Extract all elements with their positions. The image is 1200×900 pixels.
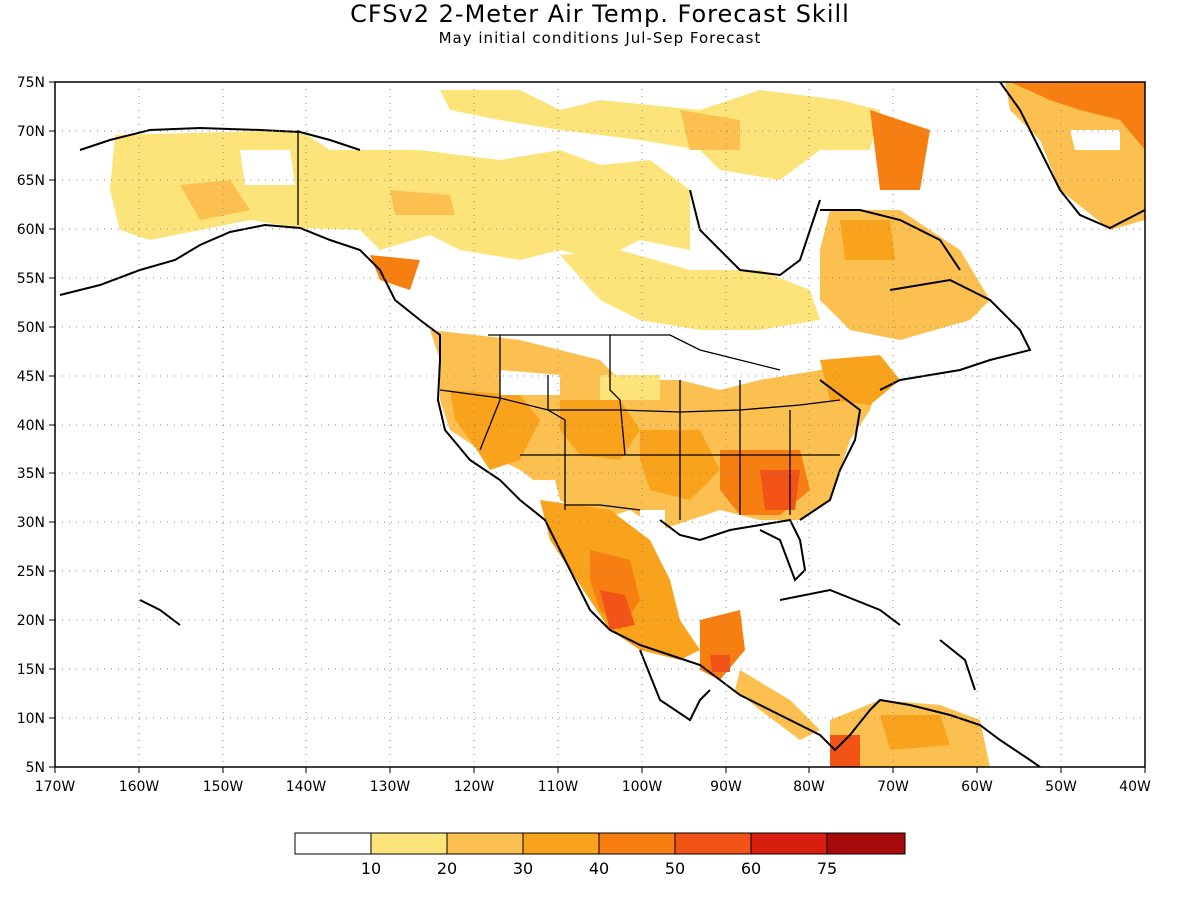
lat-label: 30N: [17, 515, 45, 531]
lon-label: 80W: [793, 779, 825, 795]
lon-ticks: [54, 767, 1146, 773]
lat-label: 75N: [17, 75, 45, 91]
legend-swatch: [522, 832, 600, 855]
legend-swatch: [674, 832, 752, 855]
lon-label: 120W: [454, 779, 495, 795]
legend-labels: 10 20 30 40 50 60 75: [361, 859, 837, 878]
color-legend: [294, 832, 906, 855]
lon-label: 160W: [119, 779, 160, 795]
lat-label: 60N: [17, 222, 45, 238]
legend-label: 60: [741, 859, 761, 878]
legend-label: 40: [589, 859, 609, 878]
legend-swatch: [446, 832, 524, 855]
legend-swatch: [598, 832, 676, 855]
map-subtitle: May initial conditions Jul-Sep Forecast: [438, 29, 762, 47]
legend-swatch: [294, 832, 372, 855]
legend-label: 10: [361, 859, 381, 878]
lon-label: 110W: [538, 779, 579, 795]
legend-label: 20: [437, 859, 457, 878]
lon-label: 40W: [1119, 779, 1151, 795]
legend-swatch: [750, 832, 828, 855]
lon-labels: 170W 160W 150W 140W 130W 120W 110W 100W …: [35, 779, 1151, 795]
lat-label: 25N: [17, 564, 45, 580]
lat-label: 65N: [17, 173, 45, 189]
lat-label: 20N: [17, 613, 45, 629]
lon-label: 70W: [877, 779, 909, 795]
lat-label: 40N: [17, 418, 45, 434]
lat-label: 15N: [17, 662, 45, 678]
legend-swatch: [370, 832, 448, 855]
lon-label: 140W: [286, 779, 327, 795]
map-title: CFSv2 2-Meter Air Temp. Forecast Skill: [350, 0, 850, 28]
legend-swatch: [826, 832, 906, 855]
lat-label: 50N: [17, 320, 45, 336]
lat-label: 5N: [26, 760, 45, 776]
legend-label: 30: [513, 859, 533, 878]
lon-label: 130W: [370, 779, 411, 795]
lat-labels: 75N 70N 65N 60N 55N 50N 45N 40N 35N 30N …: [17, 75, 45, 776]
legend-label: 50: [665, 859, 685, 878]
legend-label: 75: [817, 859, 837, 878]
lat-label: 45N: [17, 369, 45, 385]
lat-label: 10N: [17, 711, 45, 727]
political-borders: [297, 130, 841, 520]
lon-label: 60W: [961, 779, 993, 795]
skill-shading: [110, 82, 1145, 767]
coastlines: [59, 82, 1145, 767]
lat-ticks: [49, 81, 55, 768]
lon-label: 150W: [203, 779, 244, 795]
lon-label: 90W: [710, 779, 742, 795]
lon-label: 170W: [35, 779, 76, 795]
lat-label: 55N: [17, 271, 45, 287]
lat-label: 70N: [17, 124, 45, 140]
lon-label: 50W: [1045, 779, 1077, 795]
lon-label: 100W: [622, 779, 663, 795]
lat-label: 35N: [17, 466, 45, 482]
